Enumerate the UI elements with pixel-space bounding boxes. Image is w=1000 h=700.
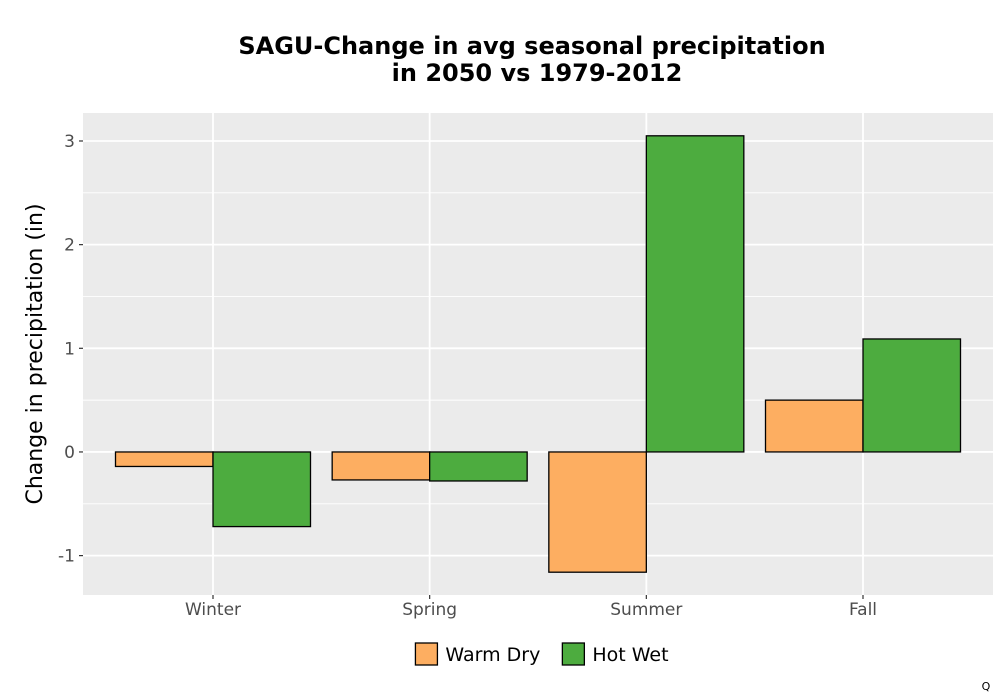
x-tick-label: Fall bbox=[849, 600, 877, 620]
legend-key-warm-dry bbox=[414, 642, 439, 666]
x-axis-ticks: Winter Spring Summer Fall bbox=[185, 595, 877, 620]
y-tick-label: -1 bbox=[58, 547, 75, 567]
legend-key-hot-wet bbox=[561, 642, 586, 666]
legend-label-warm-dry: Warm Dry bbox=[445, 644, 540, 666]
x-tick-label: Winter bbox=[185, 600, 241, 620]
y-tick-label: 3 bbox=[64, 132, 75, 152]
y-tick-label: 2 bbox=[64, 236, 75, 256]
y-axis-ticks: -1 0 1 2 3 bbox=[58, 132, 83, 567]
corner-mark: Q bbox=[982, 680, 991, 693]
chart-subtitle: in 2050 vs 1979-2012 bbox=[392, 59, 683, 87]
y-tick-label: 0 bbox=[64, 443, 75, 463]
bar-warm-dry-winter bbox=[114, 451, 214, 468]
legend: Warm Dry Hot Wet bbox=[414, 642, 669, 666]
bar-warm-dry-fall bbox=[764, 399, 864, 453]
legend-label-hot-wet: Hot Wet bbox=[592, 644, 668, 666]
bar-hot-wet-winter bbox=[212, 451, 312, 528]
y-axis-title: Change in precipitation (in) bbox=[23, 203, 48, 504]
x-tick-label: Spring bbox=[402, 600, 457, 620]
bars bbox=[114, 135, 962, 573]
x-tick-label: Summer bbox=[610, 600, 682, 620]
chart-title: SAGU-Change in avg seasonal precipitatio… bbox=[238, 32, 825, 60]
bar-warm-dry-spring bbox=[331, 451, 431, 481]
bar-hot-wet-spring bbox=[429, 451, 528, 482]
bar-hot-wet-summer bbox=[645, 135, 745, 453]
bar-hot-wet-fall bbox=[862, 338, 962, 453]
y-tick-label: 1 bbox=[64, 339, 75, 359]
bar-warm-dry-summer bbox=[548, 451, 647, 573]
